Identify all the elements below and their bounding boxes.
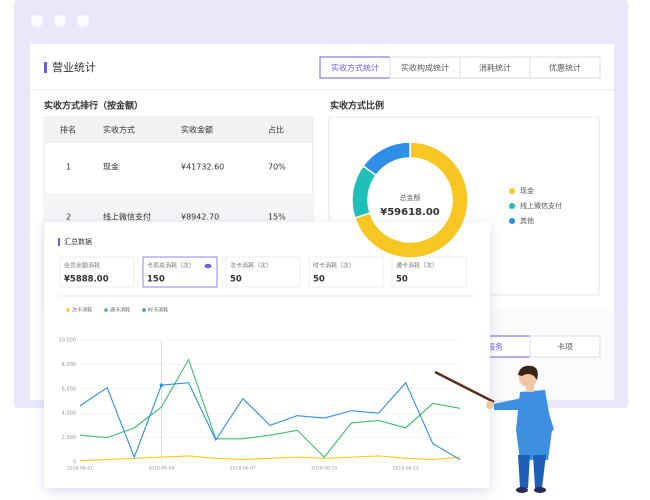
header-title: 营业统计 xyxy=(52,60,96,74)
legend-swatch xyxy=(509,218,515,224)
legend-swatch xyxy=(509,203,515,209)
tab[interactable] xyxy=(529,56,601,79)
pointer xyxy=(434,370,495,404)
legend-label: 其他 xyxy=(520,216,534,225)
table-header-cell: 实收金额 xyxy=(181,125,213,135)
tab-label[interactable]: 卡项 xyxy=(557,342,573,352)
x-tick-label: 2018-06-01 xyxy=(67,466,93,472)
legend-label: 时卡消耗 xyxy=(148,307,168,314)
eye-icon[interactable] xyxy=(204,263,212,269)
legend-swatch xyxy=(104,308,108,312)
tab-label[interactable]: 实收构成统计 xyxy=(401,63,449,73)
window-dot xyxy=(77,15,89,27)
table-header-cell: 实收方式 xyxy=(103,125,135,135)
y-tick-label: 8,000 xyxy=(62,362,76,368)
stat-label: 次卡消耗（次） xyxy=(230,262,272,270)
legend-swatch xyxy=(142,308,146,312)
legend-swatch xyxy=(66,308,70,312)
stat-value: 150 xyxy=(147,275,165,285)
legend-label: 次卡消耗 xyxy=(72,307,92,314)
section-title: 实收方式排行（按金额） xyxy=(44,100,143,112)
hand xyxy=(486,401,494,409)
y-tick-label: 2,000 xyxy=(62,435,76,441)
table-cell: 线上微信支付 xyxy=(103,212,151,222)
stat-box[interactable] xyxy=(59,256,135,288)
legend-label: 通卡消耗 xyxy=(110,307,130,314)
shoe xyxy=(534,487,546,493)
series-line xyxy=(79,358,461,458)
table-header-cell: 占比 xyxy=(268,125,284,135)
leg xyxy=(533,455,546,488)
summary-card xyxy=(44,222,490,488)
table-cell: ¥41732.60 xyxy=(181,163,224,172)
stat-value: 50 xyxy=(313,275,325,285)
stat-value: 50 xyxy=(396,275,408,285)
pie-slice xyxy=(353,141,469,259)
x-tick-label: 2018-06-04 xyxy=(148,466,174,472)
table-header xyxy=(44,117,313,143)
table-cell: 15% xyxy=(268,213,286,222)
window-dot xyxy=(54,15,66,27)
stat-label: 卡项总消耗（次） xyxy=(147,262,195,270)
tab-label[interactable]: 消耗统计 xyxy=(479,63,511,73)
y-tick-label: 4,000 xyxy=(62,411,76,417)
section-title: 实收方式比例 xyxy=(330,100,384,112)
pie-slice xyxy=(362,141,411,177)
pie-center-value: ¥59618.00 xyxy=(380,207,440,218)
presenter xyxy=(434,365,554,493)
legend-swatch xyxy=(509,188,515,194)
y-tick-label: 10,000 xyxy=(59,338,77,344)
stat-box[interactable] xyxy=(142,256,218,288)
neck xyxy=(526,382,534,392)
leg xyxy=(518,455,530,488)
title-bar xyxy=(44,62,47,73)
arm xyxy=(494,398,524,410)
table-cell: 70% xyxy=(268,163,286,172)
arm xyxy=(540,396,554,432)
y-tick-label: 0 xyxy=(73,460,76,466)
stat-box[interactable] xyxy=(391,256,467,288)
tab-label[interactable]: 实收方式统计 xyxy=(331,63,379,73)
table-cell: 2 xyxy=(66,213,71,222)
summary-title: 汇总数据 xyxy=(64,237,92,246)
stat-label: 时卡消耗（次） xyxy=(313,262,355,270)
stat-label: 会员余额消耗 xyxy=(64,262,100,270)
overlay-card: 汇总数据 xyxy=(44,222,490,488)
stat-value: ¥5888.00 xyxy=(64,275,109,285)
y-tick-label: 6,000 xyxy=(62,386,76,392)
shoe xyxy=(516,487,528,493)
tab[interactable] xyxy=(529,335,601,358)
stat-value: 50 xyxy=(230,275,242,285)
legend-label: 现金 xyxy=(520,186,534,195)
window-dot xyxy=(31,15,43,27)
series-line xyxy=(79,381,461,461)
table-cell: 现金 xyxy=(103,162,119,172)
legend-label: 线上微信支付 xyxy=(520,201,562,210)
title-bar xyxy=(58,238,60,246)
series-line xyxy=(79,455,461,462)
table-header-cell: 排名 xyxy=(60,125,76,135)
hair xyxy=(518,365,538,380)
hover-dot xyxy=(159,383,164,387)
stat-label: 通卡消耗（次） xyxy=(396,262,438,270)
tab-label[interactable]: 服务 xyxy=(487,342,503,352)
x-tick-label: 2018-06-10 xyxy=(311,466,337,472)
pie-center-label: 总金额 xyxy=(400,193,421,202)
tab-label[interactable]: 优惠统计 xyxy=(549,63,581,73)
stat-box[interactable] xyxy=(308,256,384,288)
x-tick-label: 2018-06-13 xyxy=(393,466,419,472)
table-cell: ¥8942.70 xyxy=(181,213,219,222)
stat-box[interactable] xyxy=(225,256,301,288)
x-tick-label: 2018-06-07 xyxy=(230,466,256,472)
table-cell: 1 xyxy=(66,163,71,172)
